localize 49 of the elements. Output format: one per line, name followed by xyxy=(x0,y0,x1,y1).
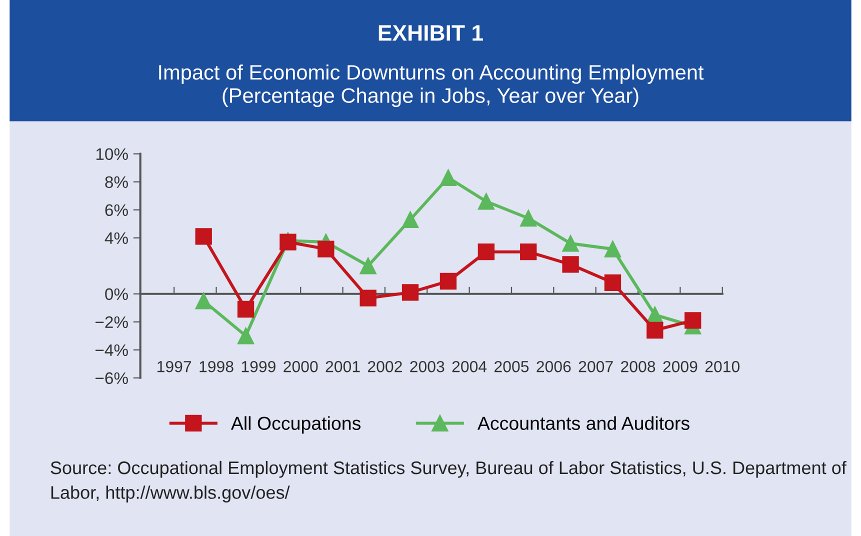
x-tick-label: 1997 xyxy=(158,360,192,372)
y-tick-label: −2% xyxy=(96,316,128,328)
y-tick-label: 10% xyxy=(96,148,128,160)
x-tick-label: 2003 xyxy=(410,360,444,372)
legend-label: All Occupations xyxy=(230,416,361,434)
point xyxy=(562,256,579,273)
chart-title: EXHIBIT 1 xyxy=(378,25,483,41)
point xyxy=(440,272,457,290)
x-tick-label: 2007 xyxy=(578,360,613,372)
x-tick-label: 2004 xyxy=(452,360,487,372)
point xyxy=(604,240,622,258)
y-tick-label: 8% xyxy=(105,176,128,188)
point xyxy=(646,322,664,339)
point xyxy=(520,244,537,260)
x-tick-label: 1999 xyxy=(242,360,276,372)
point xyxy=(562,235,579,252)
y-tick-label: 4% xyxy=(104,232,128,244)
point xyxy=(402,211,419,228)
point xyxy=(520,210,537,227)
x-tick-label: 1998 xyxy=(200,360,234,372)
point xyxy=(237,300,254,318)
point xyxy=(604,274,622,291)
point xyxy=(195,292,212,310)
point xyxy=(360,290,376,306)
legend-label: Accountants and Auditors xyxy=(477,416,690,430)
point xyxy=(195,228,212,245)
point xyxy=(440,169,457,186)
y-tick-label: 0% xyxy=(105,288,128,300)
point xyxy=(478,244,495,260)
x-tick-label: 2008 xyxy=(621,360,656,372)
x-tick-label: 2002 xyxy=(368,360,402,372)
x-tick-label: 2006 xyxy=(536,360,571,372)
source-note: Source: Occupational Employment Statistics Survey, Bureau of Labor Statistics, U.S. Department of Labor, http://www.bls.gov/oes/ xyxy=(50,460,846,502)
y-tick-label: −4% xyxy=(96,344,128,356)
y-tick-label: −6% xyxy=(96,372,128,384)
x-tick-label: 2010 xyxy=(705,360,740,372)
point xyxy=(478,193,495,210)
x-tick-label: 2001 xyxy=(326,360,360,372)
point xyxy=(402,284,419,301)
point xyxy=(684,312,702,329)
x-tick-label: 2005 xyxy=(494,360,529,372)
point xyxy=(318,240,334,258)
point xyxy=(280,234,296,250)
point xyxy=(237,328,254,344)
chart-subtitle: Impact of Economic Downturns on Accounting Employment (Percentage Change in Jobs, Year over Year) xyxy=(159,64,704,108)
y-tick-label: 6% xyxy=(105,204,128,216)
point xyxy=(360,258,376,274)
x-tick-label: 2000 xyxy=(284,360,318,372)
x-tick-label: 2009 xyxy=(663,360,698,372)
